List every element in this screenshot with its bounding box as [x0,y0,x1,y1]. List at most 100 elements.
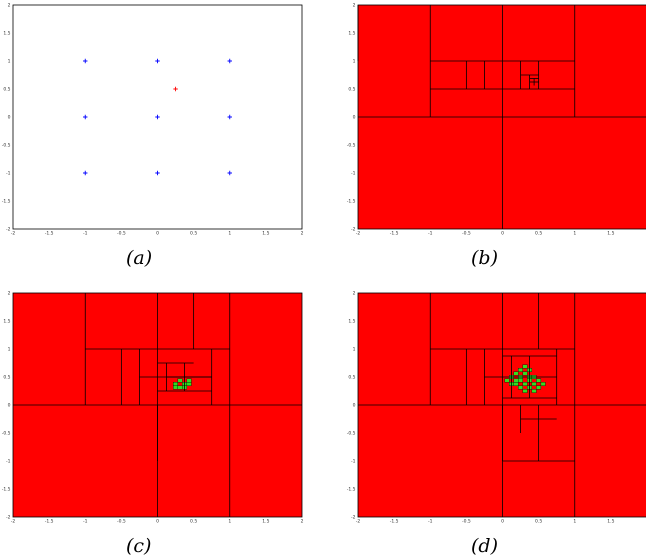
y-tick-label: 0 [353,403,356,409]
x-tick-label: -1.5 [390,231,399,237]
leaf-cell [522,389,528,393]
data-point [227,170,232,176]
leaf-cell [177,385,183,390]
y-tick-label: -1 [6,459,11,465]
leaf-cell [186,378,192,383]
x-tick-label: -1.5 [45,231,54,237]
x-tick-label: -2 [356,519,361,525]
x-tick-label: 1 [573,231,576,237]
y-tick-label: 2 [8,3,11,9]
y-tick-label: -1 [6,171,11,177]
data-point [155,170,160,176]
x-tick-label: 1 [228,519,231,525]
data-point [83,170,88,176]
x-tick-label: -1 [428,519,433,525]
panel-d-subdivision: -2 -1.5 -1 -0.5 0 0.5 1 1.5 2 1.5 1 0.5 0 -0.5 -1 -1.5 -… [347,291,646,525]
x-tick-label: 2 [301,231,304,237]
y-tick-label: 1 [8,59,11,65]
y-tick-label: 1.5 [3,31,10,37]
x-tick-label: -1 [428,231,433,237]
leaf-cell [173,382,178,386]
x-tick-label: 0.5 [535,231,542,237]
leaf-cell [540,382,546,386]
x-tick-label: 1 [228,231,231,237]
x-tick-label: -0.5 [462,231,471,237]
y-tick-label: 0.5 [3,375,10,381]
y-tick-label: 0.5 [348,87,355,93]
data-point [173,86,178,92]
y-tick-label: -1.5 [347,199,356,205]
y-tick-label: -0.5 [2,143,11,149]
y-tick-label: -0.5 [347,143,356,149]
leaf-cell [531,389,537,393]
leaf-cell [513,371,519,376]
x-tick-label: -2 [11,231,16,237]
leaf-cell [522,364,528,369]
x-tick-label: -0.5 [117,519,126,525]
y-tick-label: -0.5 [2,431,11,437]
x-tick-label: -0.5 [117,231,126,237]
y-tick-label: 1.5 [348,319,355,325]
data-point [227,114,232,120]
x-tick-label: -1.5 [45,519,54,525]
x-tick-label: 1 [573,519,576,525]
x-tick-label: 1.5 [607,519,614,525]
y-tick-label: 1 [353,347,356,353]
x-tick-label: -0.5 [462,519,471,525]
x-tick-label: -1 [83,231,88,237]
y-tick-label: -0.5 [347,431,356,437]
leaf-cell [513,378,519,383]
x-tick-label: -2 [356,231,361,237]
caption-a: (a) [126,247,153,269]
y-tick-label: 2 [8,291,11,297]
x-tick-label: 1.5 [262,231,269,237]
leaf-cell [518,368,523,372]
x-tick-label: -1.5 [390,519,399,525]
caption-d: (d) [471,535,498,557]
y-tick-label: 1 [8,347,11,353]
y-tick-label: -2 [351,515,356,521]
y-tick-label: 0 [8,115,11,121]
leaf-cell [536,385,542,390]
data-point [227,58,232,64]
leaf-cell [513,382,519,386]
panel-c-subdivision: -2 -1.5 -1 -0.5 0 0.5 1 1.5 2 2 1.5 1 0.5 0 -0.5 -1 -1.5… [2,291,304,525]
leaf-cell [518,378,523,383]
x-tick-label: 0 [156,519,159,525]
y-tick-label: -1 [351,459,356,465]
x-tick-label: 2 [301,519,304,525]
y-tick-label: 0.5 [348,375,355,381]
panel-b-subdivision: -2 -1.5 -1 -0.5 0 0.5 1 1.5 2 1.5 1 0.5 0 -0.5 -1 -1.5 -… [347,3,646,237]
x-tick-label: 1.5 [607,231,614,237]
leaf-cell [504,378,510,383]
x-tick-label: 0 [501,231,504,237]
x-tick-label: 0.5 [190,231,197,237]
leaf-cell [186,382,192,386]
caption-c: (c) [126,535,152,557]
panel-a-scatter: -2 -1.5 -1 -0.5 0 0.5 1 1.5 2 2 1.5 1 0.5 0 -0.5 -1 -1.5… [2,3,304,237]
leaf-cell [522,382,528,386]
y-tick-label: -2 [6,515,11,521]
leaf-cell [531,382,537,386]
x-tick-label: -2 [11,519,16,525]
y-tick-label: -1 [351,171,356,177]
y-tick-label: 1.5 [3,319,10,325]
x-tick-label: -1 [83,519,88,525]
x-tick-label: 0 [156,231,159,237]
x-tick-label: 1.5 [262,519,269,525]
caption-b: (b) [471,247,498,269]
leaf-cell [522,371,528,376]
y-tick-label: -2 [351,227,356,233]
data-point [83,58,88,64]
y-tick-label: 1 [353,59,356,65]
leaf-cell [518,385,523,390]
y-tick-label: 0 [8,403,11,409]
y-tick-label: -1.5 [2,487,11,493]
data-point [155,58,160,64]
leaf-cell [177,378,183,383]
x-tick-label: 0.5 [535,519,542,525]
y-tick-label: 0.5 [3,87,10,93]
y-tick-label: -1.5 [347,487,356,493]
x-tick-label: 0 [501,519,504,525]
